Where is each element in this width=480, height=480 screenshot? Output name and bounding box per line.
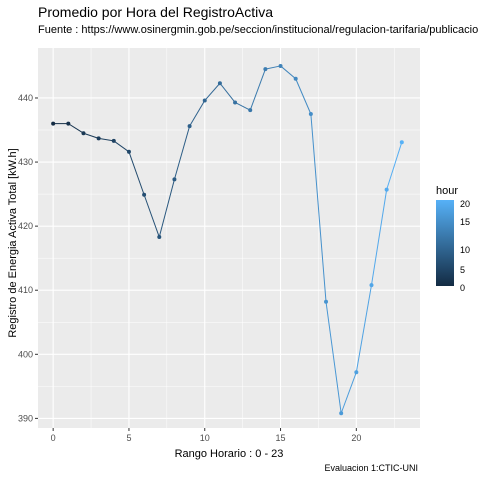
series-line-segment <box>158 179 175 238</box>
data-point <box>51 121 56 126</box>
data-point <box>172 177 177 182</box>
series-line-segment <box>204 82 221 101</box>
y-tick-label: 430 <box>18 157 33 167</box>
legend-tick-10: 10 <box>460 245 471 255</box>
series-line-segment <box>143 194 160 238</box>
series-line-segment <box>234 102 251 111</box>
legend-tick-5: 5 <box>460 265 466 275</box>
series-line-segment <box>113 140 130 153</box>
series-line-segment <box>249 68 266 111</box>
series-line-segment <box>325 301 342 414</box>
legend-colorbar <box>436 200 454 286</box>
series-line-segment <box>173 126 191 180</box>
y-tick-label: 440 <box>18 93 33 103</box>
series-line-segment <box>98 137 114 142</box>
series-line-segment <box>189 100 206 127</box>
y-tick-label: 410 <box>18 285 33 295</box>
data-point <box>369 283 374 288</box>
data-point <box>248 108 253 113</box>
x-tick-label: 10 <box>200 433 210 443</box>
y-tick-label: 390 <box>18 413 33 423</box>
series-line-segment <box>340 372 357 414</box>
data-point <box>202 98 207 103</box>
series-line-segment <box>83 132 99 139</box>
series-line-segment <box>386 142 403 190</box>
data-point <box>278 63 283 68</box>
data-point <box>96 136 101 141</box>
series-line-segment <box>219 82 236 103</box>
data-point <box>66 121 71 126</box>
chart-subtitle: Fuente : https://www.osinergmin.gob.pe/s… <box>38 24 479 36</box>
series-line-segment <box>355 285 372 373</box>
series-line-segment <box>310 113 327 302</box>
series-line-segment <box>370 189 388 286</box>
data-point <box>142 192 147 197</box>
series-line-segment <box>295 78 312 115</box>
data-point <box>293 76 298 81</box>
legend-tick-0: 0 <box>460 283 466 293</box>
x-axis-label: Rango Horario : 0 - 23 <box>174 448 284 460</box>
data-point <box>217 81 222 86</box>
series-line-segment <box>128 151 145 195</box>
data-point <box>399 140 404 145</box>
data-point <box>233 100 238 105</box>
y-axis-label: Registro de Energia Activa Total [kW.h] <box>7 148 19 338</box>
x-tick-label: 20 <box>351 433 361 443</box>
x-tick-label: 15 <box>276 433 286 443</box>
series-line-segment <box>68 123 84 134</box>
data-point <box>187 124 192 129</box>
y-axis-label-box: Registro de Energia Activa Total [kW.h] <box>6 48 20 438</box>
data-point <box>384 187 389 192</box>
data-point <box>111 138 116 143</box>
data-point <box>157 235 162 240</box>
series-line-segment <box>280 65 297 80</box>
x-tick-label: 0 <box>51 433 56 443</box>
y-tick-label: 420 <box>18 221 33 231</box>
data-point <box>339 411 344 416</box>
chart-caption: Evaluacion 1:CTIC-UNI <box>324 463 418 473</box>
data-point <box>263 67 268 72</box>
legend-tick-20: 20 <box>460 199 471 209</box>
legend-tick-15: 15 <box>460 217 471 227</box>
data-point <box>308 112 313 117</box>
plot-panel <box>38 48 420 428</box>
y-tick-label: 400 <box>18 349 33 359</box>
x-tick-label: 5 <box>126 433 131 443</box>
data-point <box>324 299 329 304</box>
chart-title: Promedio por Hora del RegistroActiva <box>38 4 273 20</box>
data-point <box>126 149 131 154</box>
data-point <box>354 370 359 375</box>
data-point <box>81 131 86 136</box>
legend-title: hour <box>436 185 459 197</box>
series-line-segment <box>265 65 281 70</box>
